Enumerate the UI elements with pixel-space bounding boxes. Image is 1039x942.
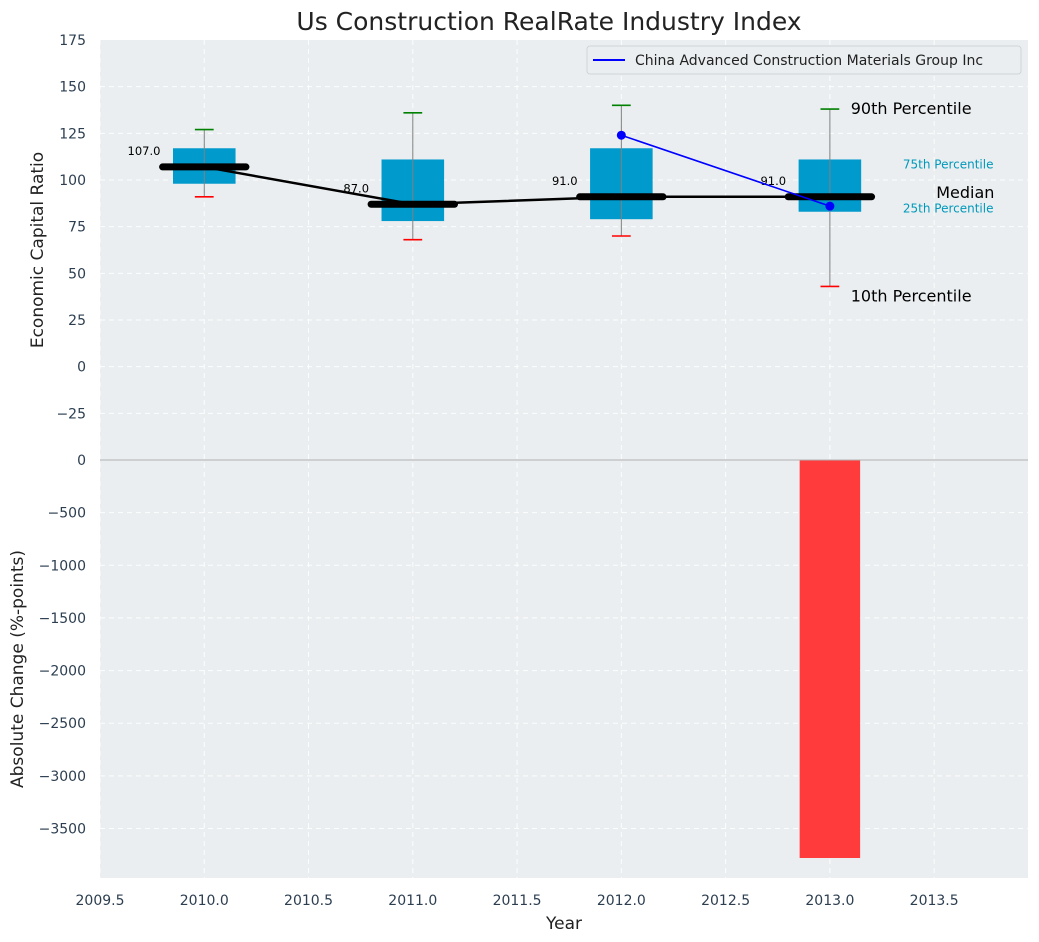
bottom-y-tick-label: −1500 bbox=[39, 611, 86, 627]
top-panel-background bbox=[100, 40, 1028, 460]
legend: China Advanced Construction Materials Gr… bbox=[586, 45, 1022, 75]
x-tick-label: 2010.5 bbox=[284, 893, 333, 909]
bottom-y-tick-label: −1000 bbox=[39, 558, 86, 574]
bottom-y-tick-label: −2500 bbox=[39, 716, 86, 732]
x-tick-label: 2010.0 bbox=[180, 893, 229, 909]
x-tick-label: 2013.0 bbox=[805, 893, 854, 909]
top-y-tick-label: 25 bbox=[68, 313, 86, 329]
percentile-annotations: 90th Percentile 10th Percentile 75th Perce… bbox=[851, 99, 995, 305]
median-annotation: Median bbox=[936, 183, 994, 202]
x-tick-label: 2013.5 bbox=[910, 893, 959, 909]
top-y-tick-label: 175 bbox=[59, 33, 86, 49]
x-tick-label: 2011.5 bbox=[493, 893, 542, 909]
median-trend-line bbox=[204, 165, 830, 206]
change-bar bbox=[799, 460, 861, 858]
top-y-tick-label: 0 bbox=[77, 360, 86, 376]
p75-annotation: 75th Percentile bbox=[903, 157, 994, 171]
bottom-y-tick-label: −2000 bbox=[39, 664, 86, 680]
chart-title: Us Construction RealRate Industry Index bbox=[296, 7, 801, 36]
top-y-tick-label: 150 bbox=[59, 80, 86, 96]
legend-box bbox=[586, 45, 1022, 75]
bottom-y-axis-label: Absolute Change (%-points) bbox=[8, 550, 28, 788]
bottom-y-tick-label: 0 bbox=[77, 453, 86, 469]
top-y-axis-label: Economic Capital Ratio bbox=[28, 152, 48, 348]
x-tick-label: 2012.5 bbox=[701, 893, 750, 909]
top-y-tick-label: 75 bbox=[68, 220, 86, 236]
x-tick-label: 2011.0 bbox=[388, 893, 437, 909]
bottom-panel-background bbox=[100, 460, 1028, 878]
median-value-label: 107.0 bbox=[128, 144, 161, 158]
median-value-label: 91.0 bbox=[760, 174, 786, 188]
company-series bbox=[616, 130, 835, 211]
median-value-label: 91.0 bbox=[552, 174, 578, 188]
tick-labels: 2009.5 2010.0 2010.5 2011.0 2011.5 2012.0 2012… bbox=[39, 33, 959, 909]
top-y-tick-label: 100 bbox=[59, 173, 86, 189]
x-axis-label: Year bbox=[545, 914, 582, 934]
x-tick-label: 2012.0 bbox=[597, 893, 646, 909]
company-line bbox=[621, 134, 831, 207]
company-point bbox=[825, 201, 835, 211]
top-y-tick-label: 50 bbox=[68, 266, 86, 282]
bottom-y-tick-label: −500 bbox=[48, 506, 86, 522]
change-bars bbox=[799, 460, 861, 858]
top-y-tick-label: 125 bbox=[59, 126, 86, 142]
top-y-tick-label: −25 bbox=[56, 406, 86, 422]
legend-label: China Advanced Construction Materials Gr… bbox=[635, 53, 983, 69]
p10-annotation: 10th Percentile bbox=[851, 286, 972, 305]
p90-annotation: 90th Percentile bbox=[851, 99, 972, 118]
p25-annotation: 25th Percentile bbox=[903, 202, 994, 216]
bottom-y-tick-label: −3500 bbox=[39, 822, 86, 838]
company-point bbox=[616, 130, 626, 140]
x-tick-label: 2009.5 bbox=[76, 893, 125, 909]
bottom-y-tick-label: −3000 bbox=[39, 769, 86, 785]
